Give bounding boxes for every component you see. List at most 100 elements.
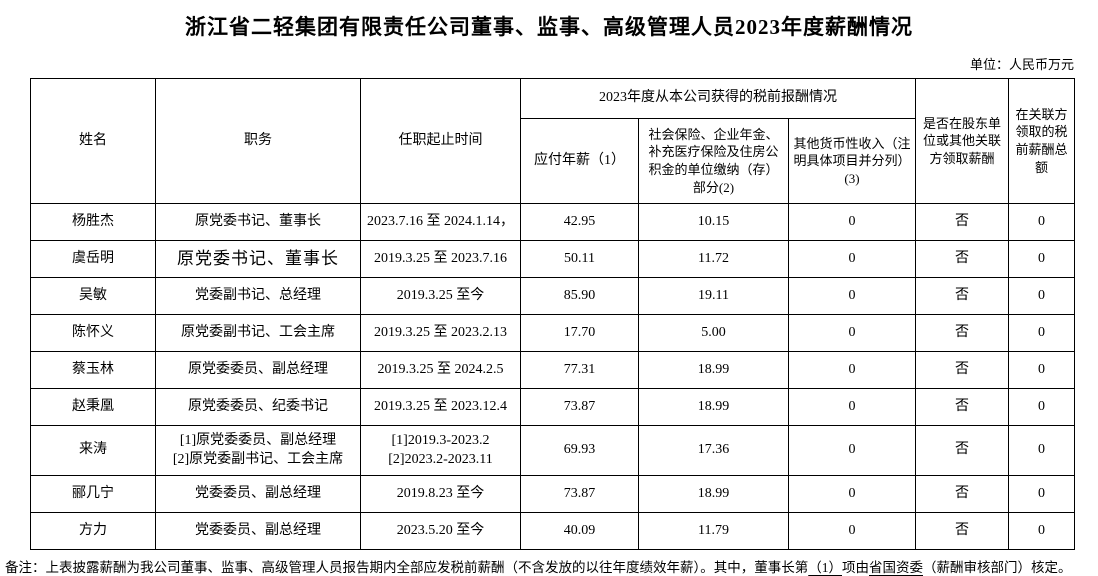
term-line-1: [1]2019.3-2023.2 [391, 432, 490, 448]
cell-salary: 40.09 [520, 512, 639, 550]
position-line-2: [2]原党委副书记、工会主席 [172, 451, 344, 467]
col-header-term: 任职起止时间 [360, 78, 521, 204]
col-header-social-insurance: 社会保险、企业年金、补充医疗保险及住房公积金的单位缴纳（存）部分(2) [638, 118, 789, 204]
cell-term: [1]2019.3-2023.2 [2]2023.2-2023.11 [360, 425, 521, 476]
cell-term: 2019.8.23 至今 [360, 475, 521, 513]
cell-salary: 77.31 [520, 351, 639, 389]
cell-related-total: 0 [1008, 277, 1076, 315]
cell-related: 否 [915, 388, 1010, 426]
cell-other-income: 0 [787, 388, 917, 426]
cell-insurance: 11.72 [638, 240, 789, 278]
cell-insurance: 10.15 [638, 203, 789, 241]
table-row: 陈怀义 原党委副书记、工会主席 2019.3.25 至 2023.2.13 17… [30, 314, 1076, 352]
cell-salary: 42.95 [520, 203, 639, 241]
cell-term: 2019.3.25 至今 [360, 277, 521, 315]
cell-position: 原党委委员、纪委书记 [155, 388, 361, 426]
cell-salary: 17.70 [520, 314, 639, 352]
unit-label: 单位：人民币万元 [969, 57, 1074, 72]
cell-related-total: 0 [1008, 351, 1076, 389]
cell-related-total: 0 [1008, 512, 1076, 550]
table-row: 郦几宁 党委委员、副总经理 2019.8.23 至今 73.87 18.99 0… [30, 475, 1076, 513]
cell-related: 否 [915, 475, 1010, 513]
cell-other-income: 0 [787, 351, 917, 389]
cell-name: 吴敏 [30, 277, 156, 315]
table-row: 来涛 [1]原党委委员、副总经理 [2]原党委副书记、工会主席 [1]2019.… [30, 425, 1076, 476]
cell-term: 2019.3.25 至 2023.12.4 [360, 388, 521, 426]
cell-related: 否 [915, 314, 1010, 352]
cell-position: 原党委书记、董事长 [155, 240, 361, 278]
cell-related: 否 [915, 240, 1010, 278]
cell-name: 赵秉凰 [30, 388, 156, 426]
cell-related: 否 [915, 351, 1010, 389]
table-row: 赵秉凰 原党委委员、纪委书记 2019.3.25 至 2023.12.4 73.… [30, 388, 1076, 426]
table-row: 虞岳明 原党委书记、董事长 2019.3.25 至 2023.7.16 50.1… [30, 240, 1076, 278]
term-line-2: [2]2023.2-2023.11 [388, 451, 493, 467]
cell-related-total: 0 [1008, 314, 1076, 352]
cell-related-total: 0 [1008, 425, 1076, 476]
cell-term: 2019.3.25 至 2024.2.5 [360, 351, 521, 389]
cell-name: 方力 [30, 512, 156, 550]
col-header-name: 姓名 [30, 78, 156, 204]
cell-other-income: 0 [787, 240, 917, 278]
cell-insurance: 19.11 [638, 277, 789, 315]
cell-position: 原党委副书记、工会主席 [155, 314, 361, 352]
cell-related-total: 0 [1008, 475, 1076, 513]
col-header-annual-salary: 应付年薪（1） [520, 118, 639, 204]
cell-salary: 73.87 [520, 388, 639, 426]
cell-insurance: 18.99 [638, 388, 789, 426]
cell-salary: 85.90 [520, 277, 639, 315]
cell-related: 否 [915, 277, 1010, 315]
table-row: 杨胜杰 原党委书记、董事长 2023.7.16 至 2024.1.14， 42.… [30, 203, 1076, 241]
cell-term: 2023.7.16 至 2024.1.14， [360, 203, 521, 241]
cell-related: 否 [915, 512, 1010, 550]
header-row-sub: 应付年薪（1） 社会保险、企业年金、补充医疗保险及住房公积金的单位缴纳（存）部分… [31, 118, 1075, 204]
footnote-text-1: 备注：上表披露薪酬为我公司董事、监事、高级管理人员报告期内全部应发税前薪酬（不含… [5, 560, 809, 575]
cell-other-income: 0 [787, 203, 917, 241]
cell-other-income: 0 [787, 475, 917, 513]
cell-name: 杨胜杰 [30, 203, 156, 241]
cell-term: 2019.3.25 至 2023.7.16 [360, 240, 521, 278]
cell-insurance: 17.36 [638, 425, 789, 476]
cell-related-total: 0 [1008, 388, 1076, 426]
cell-salary: 50.11 [520, 240, 639, 278]
cell-related-total: 0 [1008, 203, 1076, 241]
salary-table-wrapper: 姓名 职务 任职起止时间 2023年度从本公司获得的税前报酬情况 是否在股东单位… [30, 78, 1098, 550]
cell-name: 虞岳明 [30, 240, 156, 278]
position-line-1: [1]原党委委员、副总经理 [179, 432, 337, 448]
cell-insurance: 18.99 [638, 475, 789, 513]
footnote-underline-2: 省国资委 [869, 560, 923, 575]
cell-term: 2023.5.20 至今 [360, 512, 521, 550]
footnote-text-3: （薪酬审核部门）核定。 [923, 560, 1072, 575]
cell-position: 原党委书记、董事长 [155, 203, 361, 241]
table-row: 方力 党委委员、副总经理 2023.5.20 至今 40.09 11.79 0 … [30, 512, 1076, 550]
cell-insurance: 11.79 [638, 512, 789, 550]
footnote: 备注：上表披露薪酬为我公司董事、监事、高级管理人员报告期内全部应发税前薪酬（不含… [5, 556, 1094, 576]
table-row: 吴敏 党委副书记、总经理 2019.3.25 至今 85.90 19.11 0 … [30, 277, 1076, 315]
col-header-compensation-group: 2023年度从本公司获得的税前报酬情况 [519, 78, 917, 119]
cell-position: [1]原党委委员、副总经理 [2]原党委副书记、工会主席 [155, 425, 361, 476]
cell-position: 党委委员、副总经理 [155, 512, 361, 550]
cell-other-income: 0 [787, 512, 917, 550]
cell-name: 陈怀义 [30, 314, 156, 352]
cell-salary: 73.87 [520, 475, 639, 513]
cell-related-total: 0 [1008, 240, 1076, 278]
footnote-underline-1: （1） [808, 560, 842, 575]
cell-position: 党委副书记、总经理 [155, 277, 361, 315]
cell-other-income: 0 [787, 277, 917, 315]
cell-position: 党委委员、副总经理 [155, 475, 361, 513]
cell-related: 否 [915, 425, 1010, 476]
cell-insurance: 18.99 [638, 351, 789, 389]
col-header-position: 职务 [155, 78, 361, 204]
header-row-group: 姓名 职务 任职起止时间 2023年度从本公司获得的税前报酬情况 是否在股东单位… [30, 78, 1076, 204]
cell-name: 郦几宁 [30, 475, 156, 513]
salary-table: 姓名 职务 任职起止时间 2023年度从本公司获得的税前报酬情况 是否在股东单位… [30, 78, 1076, 550]
cell-salary: 69.93 [520, 425, 639, 476]
table-row: 蔡玉林 原党委委员、副总经理 2019.3.25 至 2024.2.5 77.3… [30, 351, 1076, 389]
cell-insurance: 5.00 [638, 314, 789, 352]
cell-name: 蔡玉林 [30, 351, 156, 389]
col-header-related-question: 是否在股东单位或其他关联方领取薪酬 [915, 78, 1010, 204]
cell-other-income: 0 [787, 314, 917, 352]
col-header-related-total: 在关联方领取的税前薪酬总额 [1008, 78, 1076, 204]
cell-term: 2019.3.25 至 2023.2.13 [360, 314, 521, 352]
cell-position: 原党委委员、副总经理 [155, 351, 361, 389]
